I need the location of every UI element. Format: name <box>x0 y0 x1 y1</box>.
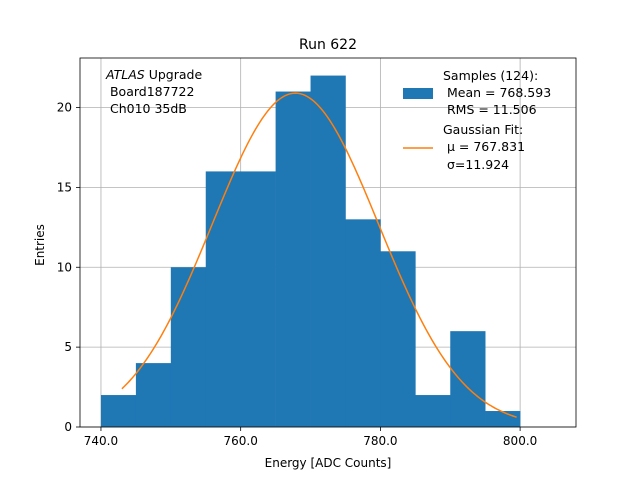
y-tick-label: 10 <box>57 260 72 274</box>
histogram-bar <box>380 251 416 427</box>
legend: Samples (124): Mean = 768.593 RMS = 11.5… <box>403 68 551 172</box>
legend-fit-mu: μ = 767.831 <box>443 139 525 154</box>
histogram-bar <box>450 331 486 427</box>
legend-fit-title: Gaussian Fit: <box>443 122 523 137</box>
y-tick-label: 0 <box>64 420 72 434</box>
histogram-bar <box>100 395 137 427</box>
histogram-bar <box>485 411 521 427</box>
axes-frame <box>79 57 577 428</box>
axis-ticks: 740.0 760.0 780.0 800.0 0 5 10 15 20 <box>57 101 538 448</box>
x-tick-label: 780.0 <box>363 434 397 448</box>
histogram-bar <box>205 171 241 427</box>
x-tick-label: 760.0 <box>223 434 257 448</box>
x-tick-label: 800.0 <box>503 434 537 448</box>
legend-samples-rms: RMS = 11.506 <box>443 102 537 117</box>
y-tick-label: 20 <box>57 101 72 115</box>
histogram-bar <box>170 267 207 427</box>
chart-title: Run 622 <box>299 37 357 53</box>
histogram-bar <box>135 363 172 427</box>
y-tick-label: 5 <box>64 340 72 354</box>
histogram-bar <box>275 91 311 427</box>
histogram-bar <box>240 171 276 427</box>
annotation-line-3: Ch010 35dB <box>106 101 187 116</box>
annotation-line-2: Board187722 <box>106 84 194 99</box>
annotation-upgrade: Upgrade <box>145 67 203 82</box>
legend-samples-swatch <box>403 88 433 99</box>
y-axis-label: Entries <box>33 224 47 266</box>
annotation-line-1: ATLAS Upgrade <box>105 67 202 82</box>
legend-fit-sigma: σ=11.924 <box>443 157 509 172</box>
histogram-bar <box>415 395 451 427</box>
gaussian-fit-curve <box>121 92 517 418</box>
histogram-bars <box>100 75 521 428</box>
x-tick-label: 740.0 <box>84 434 118 448</box>
histogram-bar <box>310 75 346 428</box>
legend-samples-mean: Mean = 768.593 <box>443 85 551 100</box>
y-tick-label: 15 <box>57 180 72 194</box>
atlas-annotation: ATLAS Upgrade Board187722 Ch010 35dB <box>105 67 202 116</box>
legend-samples-title: Samples (124): <box>443 68 538 83</box>
annotation-atlas: ATLAS <box>105 67 145 82</box>
histogram-bar <box>345 219 381 427</box>
x-axis-label: Energy [ADC Counts] <box>265 456 392 470</box>
